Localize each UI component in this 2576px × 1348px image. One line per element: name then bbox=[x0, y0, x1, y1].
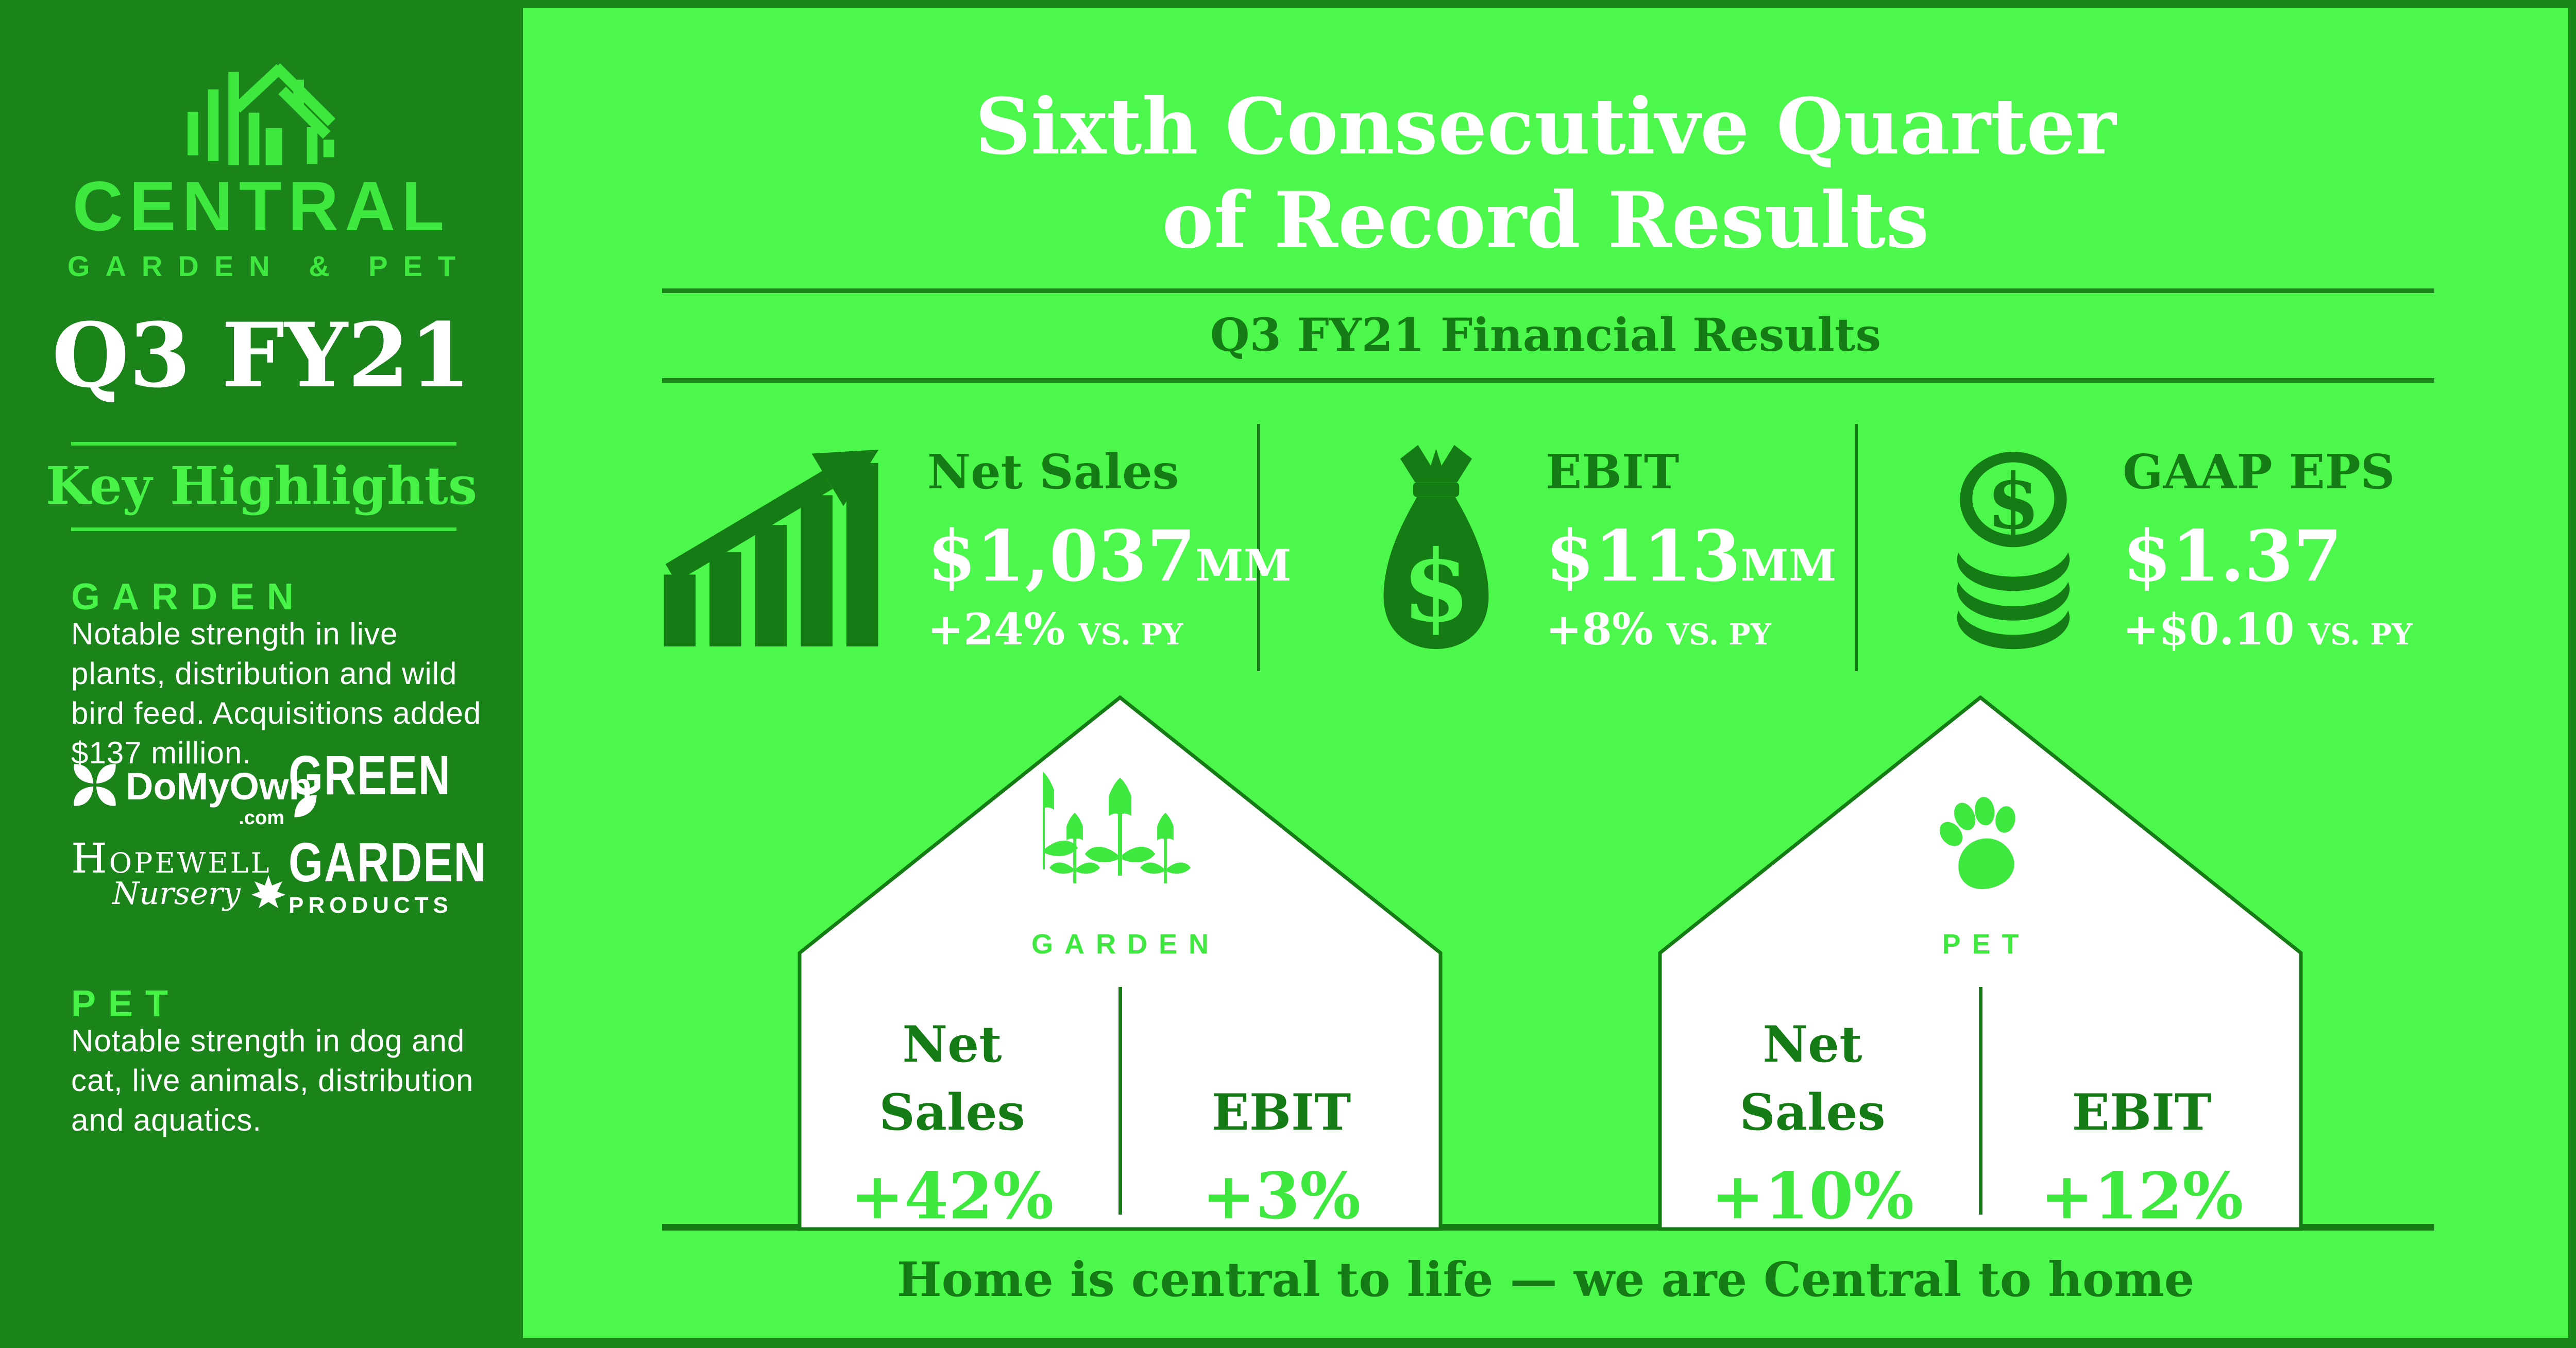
green-garden-line3: PRODUCTS bbox=[289, 893, 453, 918]
garden-ebit-label: EBIT bbox=[1211, 1083, 1351, 1141]
kpi-net-sales-value: $1,037MM bbox=[927, 515, 1292, 598]
pet-house-shape bbox=[1658, 695, 2303, 1231]
green-garden-line1: GREEN bbox=[289, 744, 451, 807]
sidebar-rule-bottom bbox=[71, 527, 456, 531]
sidebar-heading-pet: PET bbox=[71, 983, 181, 1025]
garden-house-shape bbox=[798, 695, 1443, 1231]
money-bag-icon: $ bbox=[1368, 444, 1504, 653]
green-garden-line2: GARDEN bbox=[289, 831, 487, 894]
domyown-label: DoMyOwn bbox=[126, 765, 312, 808]
hopewell-line2: Nursery bbox=[112, 874, 287, 918]
hopewell-maple-leaf-icon bbox=[250, 874, 286, 918]
pet-net-sales-value: +10% bbox=[1710, 1159, 1914, 1234]
kpi-divider-2 bbox=[1855, 424, 1858, 671]
brand-domyown: DoMyOwn .com bbox=[71, 761, 312, 829]
kpi-gaap-eps-value: $1.37 bbox=[2123, 515, 2342, 598]
main-title-line1: Sixth Consecutive Quarter bbox=[975, 81, 2116, 172]
garden-house: GARDEN Net Sales EBIT +42% +3% bbox=[798, 695, 1443, 1234]
main-title-line2: of Record Results bbox=[1162, 175, 1929, 266]
brand-hopewell: Hopewell Nursery bbox=[71, 834, 287, 918]
pet-house-metric-divider bbox=[1979, 987, 1982, 1215]
sidebar-garden-body: Notable strength in live plants, distrib… bbox=[71, 617, 482, 770]
sidebar-heading-garden: GARDEN bbox=[71, 576, 307, 618]
subtitle-rule-bottom bbox=[662, 378, 2434, 383]
kpi-ebit-value: $113MM bbox=[1546, 515, 1837, 598]
garden-net-sales-label: Net Sales bbox=[879, 1015, 1025, 1141]
hopewell-line1: Hopewell bbox=[71, 834, 272, 882]
tulip-flowers-icon bbox=[1008, 772, 1197, 929]
period-title: Q3 FY21 bbox=[52, 303, 471, 407]
sidebar-rule-top bbox=[71, 442, 456, 446]
garden-house-name: GARDEN bbox=[1031, 929, 1220, 960]
garden-ebit-value: +3% bbox=[1201, 1159, 1361, 1234]
garden-net-sales-value: +42% bbox=[850, 1159, 1054, 1234]
pet-ebit-label: EBIT bbox=[2072, 1083, 2212, 1141]
brand-green-garden: GREEN GARDEN PRODUCTS bbox=[289, 744, 486, 918]
logo-house-icon bbox=[180, 50, 345, 170]
subtitle-rule-top bbox=[662, 288, 2434, 293]
pet-ebit-value: +12% bbox=[2040, 1159, 2244, 1234]
kpi-gaap-eps-delta: +$0.10 vs. PY bbox=[2123, 604, 2413, 655]
logo-wordmark-sub: GARDEN & PET bbox=[67, 250, 471, 282]
paw-icon bbox=[1913, 777, 2047, 913]
domyown-leaf-icon bbox=[71, 761, 118, 811]
coin-stack-icon: $ bbox=[1937, 446, 2094, 654]
garden-house-metric-divider bbox=[1118, 987, 1122, 1215]
kpi-gaap-eps-label: GAAP EPS bbox=[2123, 444, 2395, 500]
sidebar-section-title: Key Highlights bbox=[45, 455, 478, 516]
logo-wordmark: CENTRAL bbox=[72, 167, 451, 245]
pet-house: PET Net Sales EBIT +10% +12% bbox=[1658, 695, 2303, 1234]
kpi-ebit-label: EBIT bbox=[1546, 444, 1680, 500]
kpi-ebit-delta: +8% vs. PY bbox=[1546, 604, 1771, 655]
pet-net-sales-label: Net Sales bbox=[1739, 1015, 1886, 1141]
domyown-tld: .com bbox=[239, 807, 284, 829]
pet-house-name: PET bbox=[1942, 929, 2030, 960]
green-garden-leaf-icon bbox=[292, 792, 319, 823]
kpi-net-sales-delta: +24% vs. PY bbox=[927, 604, 1183, 655]
tagline: Home is central to life — we are Central… bbox=[896, 1252, 2195, 1307]
bar-chart-arrow-icon bbox=[662, 448, 894, 649]
main-subtitle: Q3 FY21 Financial Results bbox=[1210, 308, 1882, 362]
kpi-net-sales-label: Net Sales bbox=[927, 444, 1179, 500]
svg-text:$: $ bbox=[1402, 528, 1470, 644]
kpi-divider-1 bbox=[1257, 424, 1260, 671]
sidebar-pet-body: Notable strength in dog and cat, live an… bbox=[71, 1023, 474, 1137]
svg-text:$: $ bbox=[1987, 456, 2040, 546]
